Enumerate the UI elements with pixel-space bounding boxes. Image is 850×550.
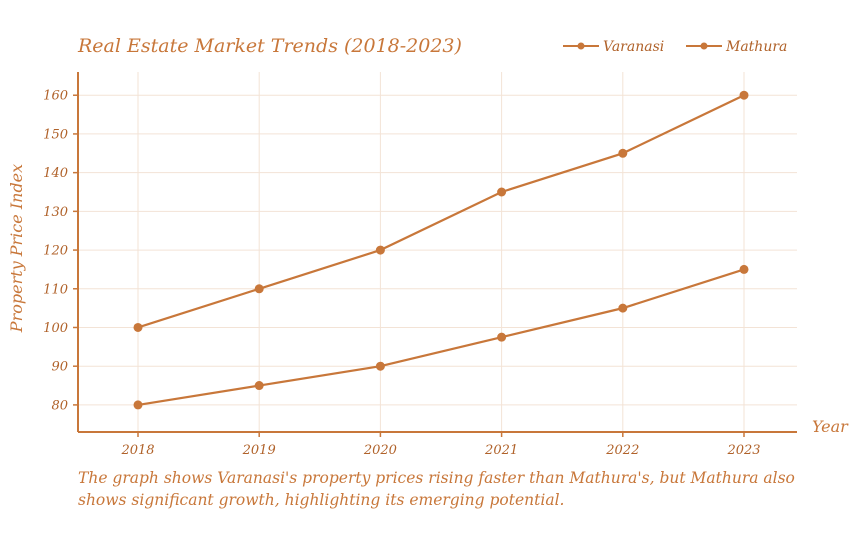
x-tick-label: 2023 bbox=[726, 443, 760, 458]
series-group bbox=[133, 90, 749, 410]
y-tick-label: 80 bbox=[51, 398, 68, 413]
legend-label-varanasi: Varanasi bbox=[603, 39, 664, 55]
y-tick-label: 110 bbox=[43, 282, 68, 297]
series-line-mathura bbox=[137, 268, 745, 406]
y-tick-label: 150 bbox=[43, 127, 68, 142]
legend-label-mathura: Mathura bbox=[725, 39, 787, 55]
x-tick-label: 2018 bbox=[120, 443, 154, 458]
data-point-varanasi bbox=[497, 187, 507, 197]
y-tick-label: 100 bbox=[43, 321, 68, 336]
legend-marker-mathura bbox=[700, 42, 708, 50]
line-chart: Real Estate Market Trends (2018-2023) 80… bbox=[7, 35, 849, 458]
data-point-mathura bbox=[618, 303, 628, 313]
series-line-varanasi bbox=[137, 94, 745, 329]
data-point-varanasi bbox=[133, 322, 143, 332]
x-tick-label: 2019 bbox=[242, 443, 276, 458]
y-tick-label: 90 bbox=[51, 360, 68, 375]
data-point-varanasi bbox=[254, 284, 264, 294]
data-point-varanasi bbox=[375, 245, 385, 255]
x-tick-label: 2021 bbox=[484, 443, 518, 458]
x-tick-label: 2022 bbox=[605, 443, 639, 458]
data-point-mathura bbox=[739, 264, 749, 274]
legend: Varanasi Mathura bbox=[563, 39, 787, 55]
gridlines bbox=[78, 72, 797, 432]
data-point-mathura bbox=[133, 400, 143, 410]
data-point-mathura bbox=[375, 361, 385, 371]
data-point-varanasi bbox=[739, 90, 749, 100]
data-point-mathura bbox=[254, 381, 264, 391]
x-axis-title: Year bbox=[812, 417, 849, 436]
axes bbox=[77, 72, 797, 433]
chart-title: Real Estate Market Trends (2018-2023) bbox=[77, 35, 462, 57]
chart-caption: The graph shows Varanasi's property pric… bbox=[78, 469, 795, 509]
x-axis-ticks: 2018 2019 2020 2021 2022 2023 bbox=[120, 432, 761, 458]
x-tick-label: 2020 bbox=[363, 443, 397, 458]
y-tick-label: 160 bbox=[43, 89, 68, 104]
legend-marker-varanasi bbox=[577, 42, 585, 50]
data-point-varanasi bbox=[618, 148, 628, 158]
data-point-mathura bbox=[497, 332, 507, 342]
y-tick-label: 140 bbox=[43, 166, 68, 181]
y-axis-ticks: 80 90 100 110 120 130 140 150 160 bbox=[43, 89, 78, 413]
y-axis-title: Property Price Index bbox=[7, 164, 26, 333]
y-tick-label: 130 bbox=[43, 205, 68, 220]
y-tick-label: 120 bbox=[43, 244, 68, 259]
